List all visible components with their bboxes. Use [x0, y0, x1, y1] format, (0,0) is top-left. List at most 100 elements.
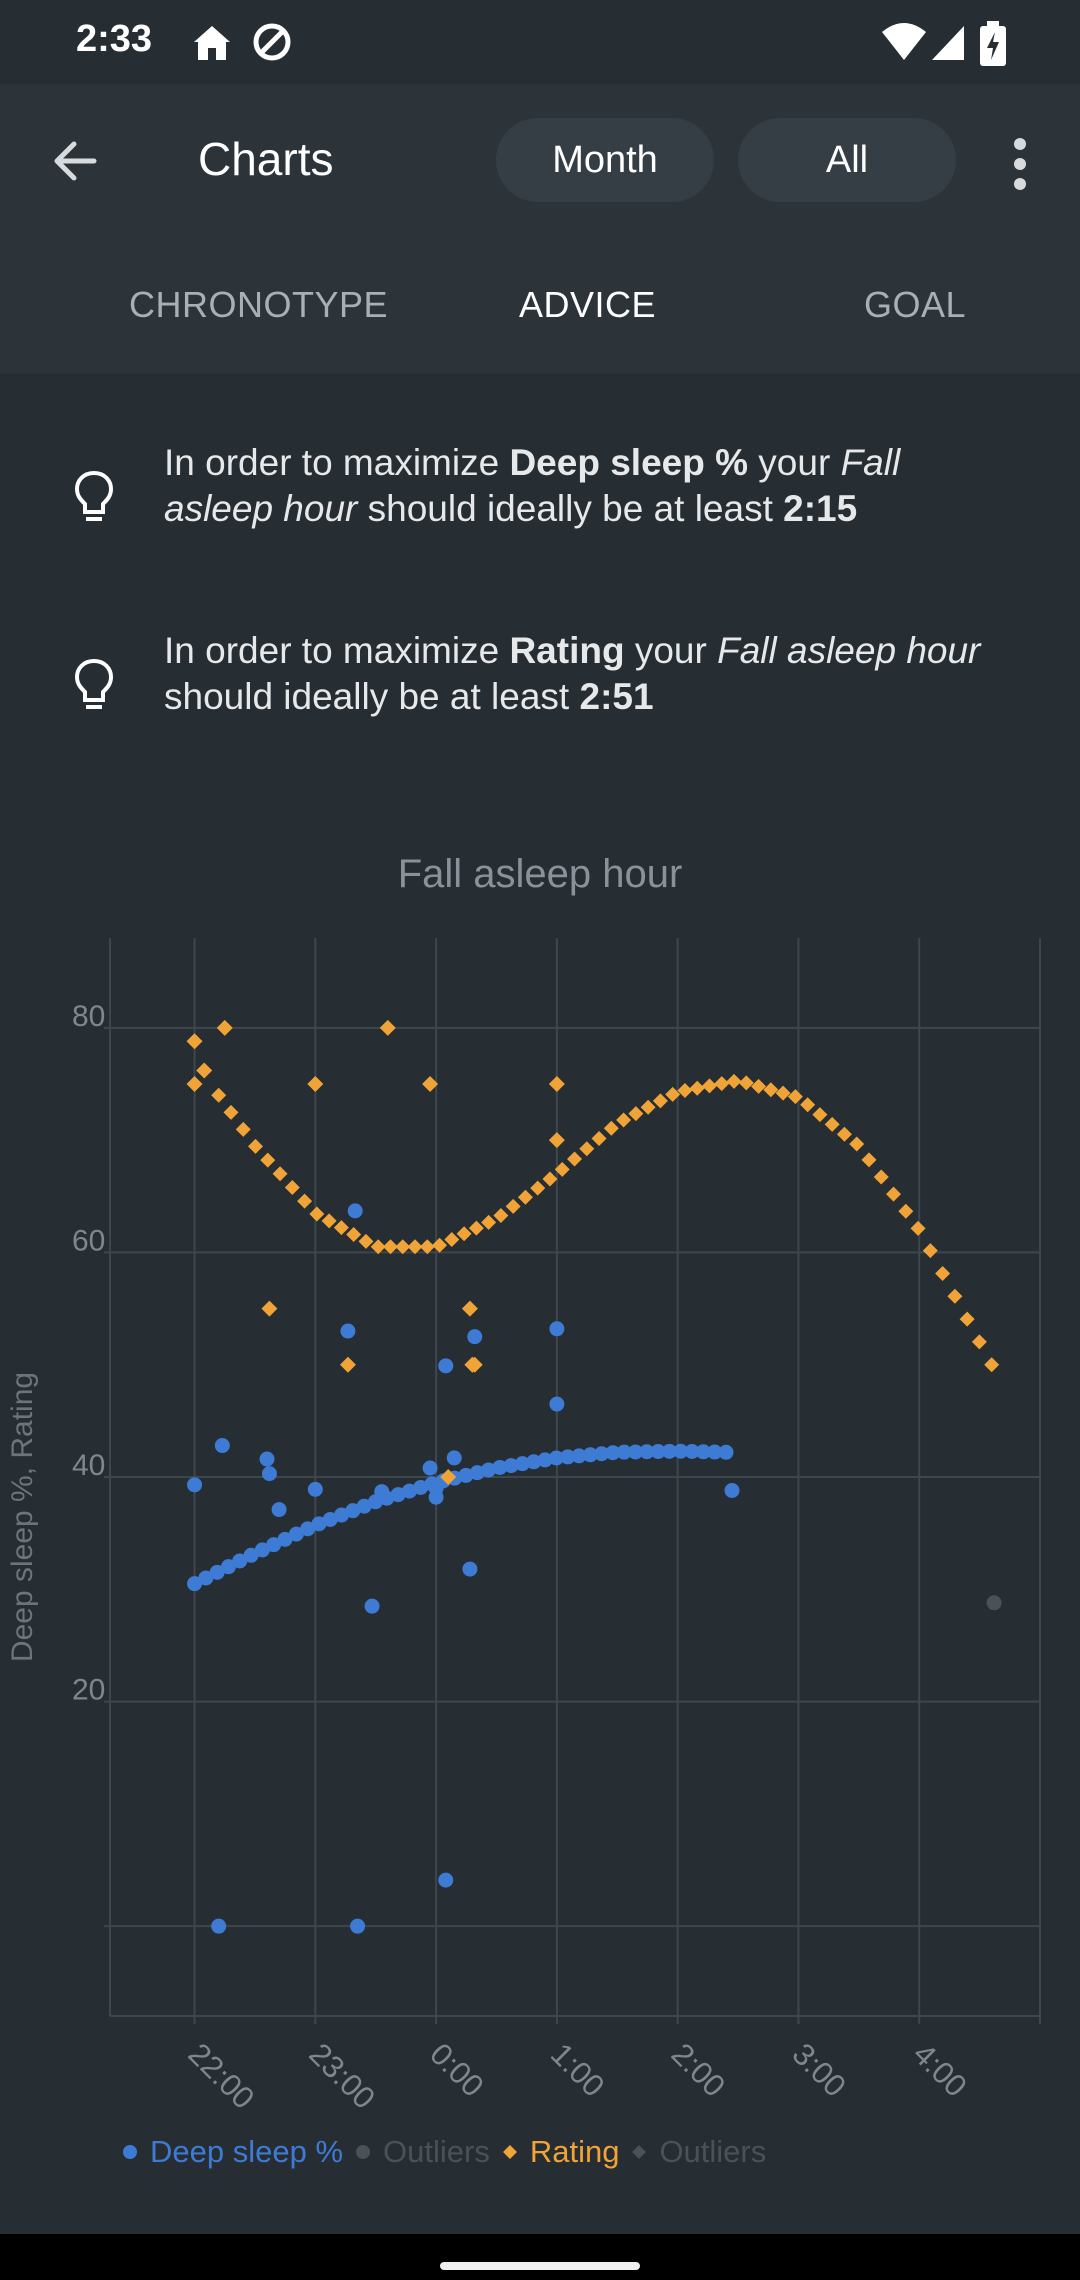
trend-deep-sleep-point: [594, 1446, 610, 1462]
trend-deep-sleep-point: [526, 1454, 542, 1470]
deep-sleep-point: [438, 1872, 454, 1888]
trend-rating-point: [824, 1116, 840, 1132]
deep-sleep-point: [347, 1203, 363, 1219]
rating-point: [196, 1062, 213, 1079]
status-time: 2:33: [76, 18, 153, 60]
trend-deep-sleep-point: [300, 1521, 316, 1537]
trend-rating-point: [468, 1220, 484, 1236]
trend-rating-point: [542, 1171, 558, 1187]
rating-point: [307, 1075, 324, 1092]
trend-rating-point: [616, 1112, 632, 1128]
legend-label: Outliers: [383, 2134, 490, 2169]
deep-sleep-point: [340, 1323, 356, 1339]
home-icon: [194, 26, 230, 60]
trend-deep-sleep-point: [707, 1444, 723, 1460]
trend-rating-point: [579, 1141, 595, 1157]
trend-deep-sleep-point: [288, 1526, 304, 1542]
deep-sleep-point: [307, 1481, 323, 1497]
advice-connector: should ideally be at least: [357, 488, 784, 529]
trend-deep-sleep-point: [639, 1444, 655, 1460]
legend-label: Outliers: [659, 2134, 767, 2169]
home-gesture-handle[interactable]: [440, 2262, 640, 2270]
trend-rating-point: [309, 1206, 325, 1222]
x-tick-label: 3:00: [785, 2036, 852, 2103]
back-arrow-icon[interactable]: [44, 128, 110, 194]
chart-title: Fall asleep hour: [397, 852, 683, 896]
x-tick-label: 22:00: [182, 2036, 262, 2114]
trend-rating-point: [456, 1226, 472, 1242]
trend-rating-point: [505, 1198, 521, 1214]
trend-rating-point: [898, 1203, 914, 1219]
rating-point: [440, 1469, 457, 1485]
wifi-icon: [882, 23, 926, 60]
trend-deep-sleep-point: [661, 1443, 677, 1459]
rating-point: [461, 1300, 478, 1317]
data-saver-icon: [253, 23, 291, 61]
trend-deep-sleep-point: [514, 1456, 530, 1472]
x-tick-label: 2:00: [665, 2036, 732, 2103]
more-options-icon[interactable]: [1000, 134, 1040, 194]
trend-rating-point: [358, 1233, 374, 1249]
all-filter-button[interactable]: All: [738, 118, 956, 202]
trend-deep-sleep-point: [209, 1564, 225, 1580]
trend-rating-point: [530, 1180, 546, 1196]
trend-deep-sleep-point: [616, 1444, 632, 1460]
trend-deep-sleep-point: [356, 1498, 372, 1514]
advice-content: In order to maximize Deep sleep % your F…: [0, 374, 1080, 2234]
trend-rating-point: [444, 1231, 460, 1247]
rating-point: [466, 1356, 483, 1373]
advice-connector: should ideally be at least: [164, 676, 580, 717]
navigation-bar: [0, 2234, 1080, 2280]
legend-item[interactable]: Outliers: [629, 2134, 766, 2170]
trend-deep-sleep-point: [560, 1449, 576, 1465]
trend-rating-point: [321, 1213, 337, 1229]
scatter-chart: 22:00 23:00 0:00 1:00 2:00 3:00 4:00 20 40 60 80 De…: [6, 938, 1041, 2114]
rating-point: [216, 1019, 233, 1036]
month-filter-button[interactable]: Month: [496, 118, 714, 202]
advice-text: In order to maximize Deep sleep % your F…: [164, 440, 994, 532]
trend-rating-point: [248, 1138, 264, 1154]
battery-charging-icon: [980, 21, 1006, 66]
trend-rating-point: [984, 1357, 1000, 1373]
trend-deep-sleep-point: [650, 1444, 666, 1460]
deep-sleep-point: [428, 1489, 444, 1505]
trend-rating-point: [382, 1239, 398, 1255]
legend-item[interactable]: Deep sleep %: [120, 2134, 343, 2170]
trend-rating-point: [738, 1075, 754, 1091]
deep-sleep-outlier-point: [986, 1595, 1002, 1611]
status-bar: 2:33: [0, 0, 1080, 84]
deep-sleep-point: [724, 1482, 740, 1498]
legend-label: Rating: [529, 2134, 620, 2169]
advice-field: Fall asleep hour: [717, 630, 981, 671]
legend-item[interactable]: Rating: [500, 2134, 620, 2170]
trend-rating-point: [812, 1107, 828, 1123]
deep-sleep-point: [467, 1329, 483, 1345]
advice-value: 2:15: [783, 488, 858, 529]
trend-rating-point: [628, 1106, 644, 1122]
trend-rating-point: [432, 1237, 448, 1253]
legend-label: Deep sleep %: [150, 2134, 344, 2169]
rating-point: [548, 1075, 565, 1092]
trend-rating-point: [873, 1169, 889, 1185]
deep-sleep-point: [364, 1598, 380, 1614]
trend-rating-point: [959, 1311, 975, 1327]
rating-point: [186, 1033, 203, 1050]
trend-deep-sleep-point: [571, 1448, 587, 1464]
trend-rating-point: [689, 1080, 705, 1096]
trend-rating-point: [922, 1243, 938, 1259]
tab-goal[interactable]: GOAL: [864, 284, 967, 325]
trend-rating-point: [787, 1089, 803, 1105]
trend-rating-point: [652, 1093, 668, 1109]
trend-deep-sleep-point: [277, 1531, 293, 1547]
trend-rating-point: [346, 1227, 362, 1243]
trend-rating-point: [235, 1121, 251, 1137]
trend-deep-sleep-point: [254, 1542, 270, 1558]
tab-advice[interactable]: ADVICE: [519, 284, 657, 325]
trend-rating-point: [493, 1207, 509, 1223]
legend-item[interactable]: Outliers: [353, 2134, 490, 2170]
trend-deep-sleep-point: [605, 1445, 621, 1461]
tab-chronotype[interactable]: CHRONOTYPE: [129, 284, 389, 325]
trend-rating-point: [849, 1136, 865, 1152]
rating-point: [379, 1019, 396, 1036]
trend-rating-point: [726, 1073, 742, 1089]
